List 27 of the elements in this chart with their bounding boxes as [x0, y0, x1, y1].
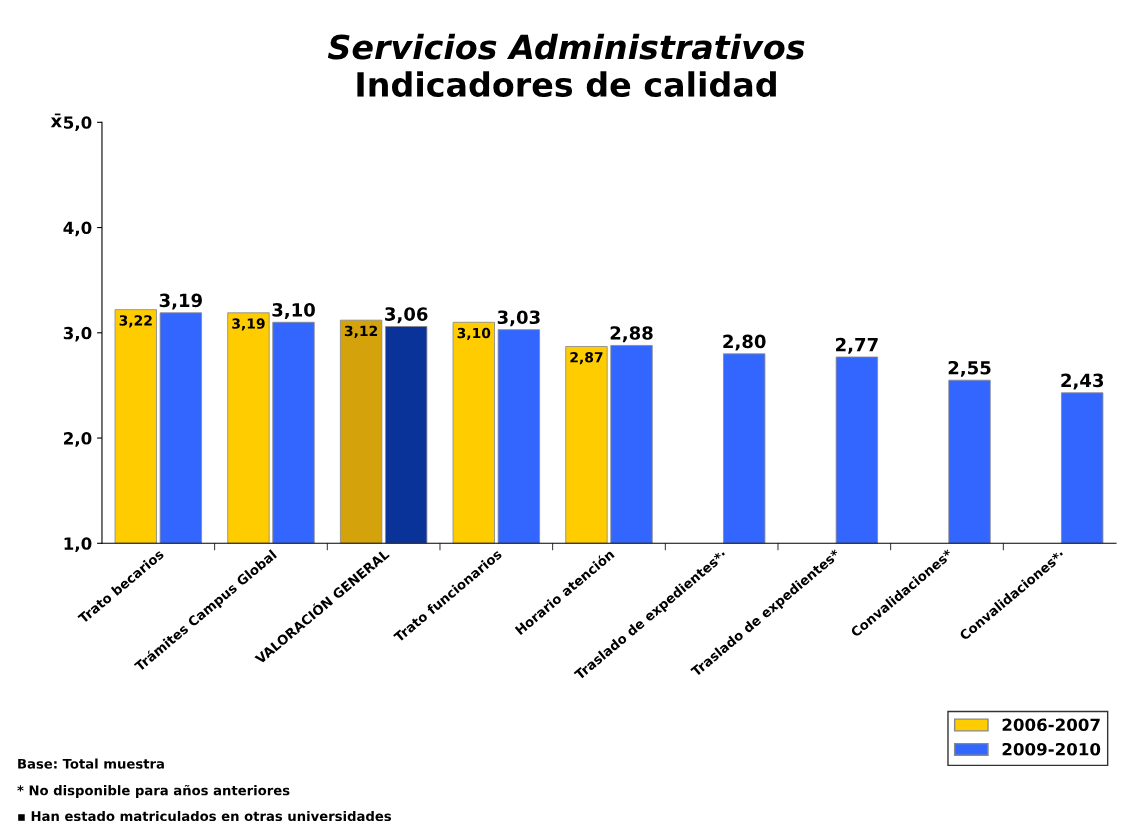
- y-tick-label: 5,0: [64, 116, 92, 131]
- data-label: 2,87: [570, 351, 603, 365]
- legend-label: 2006-2007: [1002, 718, 1100, 732]
- y-tick-label: 4,0: [63, 221, 92, 237]
- data-label: 2,88: [610, 326, 653, 343]
- legend-label: 2009-2010: [1002, 742, 1101, 756]
- data-label: 3,19: [232, 318, 265, 331]
- data-label: 2,43: [1061, 373, 1104, 390]
- data-label: 3,06: [385, 307, 428, 324]
- data-label: 2,77: [836, 337, 878, 354]
- text: * No disponible para años anteriores: [17, 784, 290, 798]
- y-tick-label: 1,0: [64, 537, 92, 552]
- chart-title: Servicios Administrativos: [327, 33, 805, 60]
- data-label: 3,10: [457, 327, 491, 341]
- y-tick-label: 3,0: [63, 326, 92, 342]
- text: Base: Total muestra: [18, 758, 164, 769]
- y-axis-title: x̄: [50, 113, 62, 128]
- data-label: 2,80: [723, 334, 766, 351]
- data-label: 2,55: [948, 360, 991, 377]
- chart-subtitle: Indicadores de calidad: [357, 71, 776, 98]
- data-label: 3,19: [159, 293, 202, 310]
- data-label: 3,12: [344, 325, 378, 338]
- y-tick-label: 2,0: [64, 432, 92, 447]
- data-label: 3,22: [119, 315, 152, 328]
- data-label: 3,03: [497, 310, 540, 327]
- text: ▪ Han estado matriculados en otras universidades: [18, 810, 392, 822]
- data-label: 3,10: [272, 303, 315, 319]
